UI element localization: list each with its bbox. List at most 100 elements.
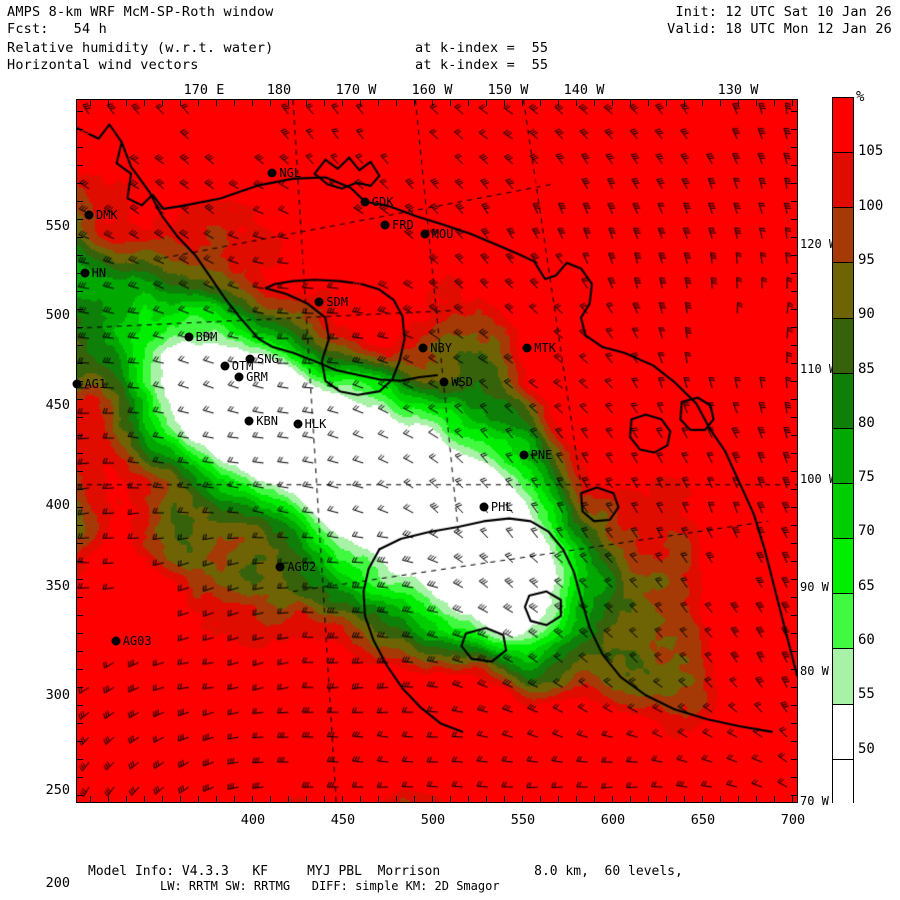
x-tick-bottom-0: 400 [240,812,266,828]
tick-mark-top [468,100,469,106]
tick-mark-right [791,525,797,526]
tick-mark-right [791,111,797,112]
station-marker-SDM[interactable] [314,297,324,307]
colorbar-band-75 [833,483,853,540]
tick-mark-right [791,597,797,598]
station-label-GDK: GDK [371,194,394,209]
tick-mark-right [791,651,797,652]
colorbar[interactable] [832,97,854,814]
station-marker-MTK[interactable] [522,343,532,352]
tick-mark-right [791,219,797,220]
station-marker-DMK[interactable] [84,210,94,220]
lon-tick-top-1: 180 [266,82,292,98]
tick-mark-bottom [288,796,289,802]
tick-mark-bottom [540,796,541,802]
station-marker-BDM[interactable] [184,332,194,342]
station-label-AG02: AG02 [287,560,317,575]
station-marker-HN[interactable] [80,268,90,278]
y-tick-left-6: 250 [45,782,70,798]
colorbar-band-100 [833,208,853,264]
x-tick-bottom-2: 500 [420,812,446,828]
tick-mark-right [791,687,797,688]
station-label-KBN: KBN [256,414,278,429]
colorbar-band-105 [833,153,853,209]
tick-mark-left [77,705,83,706]
station-marker-GDK[interactable] [360,197,370,207]
y-tick-left-1: 500 [45,307,70,323]
station-label-NBY: NBY [430,340,452,355]
lon-tick-top-6: 130 W [717,82,759,98]
tick-mark-left [77,345,83,346]
tick-mark-top [288,100,289,106]
station-marker-NGL[interactable] [267,168,277,178]
tick-mark-left [77,669,83,670]
tick-mark-top [252,100,253,106]
tick-mark-bottom [234,796,235,802]
station-marker-FRD[interactable] [380,220,390,230]
tick-mark-bottom [738,796,739,802]
station-marker-AG02[interactable] [275,562,285,572]
tick-mark-bottom [504,796,505,802]
station-marker-HLK[interactable] [293,419,303,429]
tick-mark-left [77,165,83,166]
tick-mark-bottom [486,796,487,802]
tick-mark-bottom [432,796,433,802]
y-tick-left-0: 550 [45,218,70,234]
station-marker-OTM[interactable] [220,361,230,371]
tick-mark-left [77,291,83,292]
station-marker-KBN[interactable] [244,416,254,426]
tick-mark-bottom [612,796,613,802]
tick-mark-bottom [666,796,667,802]
tick-mark-left [77,417,83,418]
tick-mark-left [77,759,83,760]
colorbar-band-60 [833,649,853,705]
colorbar-tick-95: 95 [858,251,875,268]
station-marker-MOU[interactable] [420,229,430,239]
station-marker-PNE[interactable] [519,450,529,460]
station-marker-AG03[interactable] [111,636,121,646]
tick-mark-top [612,100,613,106]
tick-mark-left [77,237,83,238]
tick-mark-right [791,507,797,508]
tick-mark-right [791,381,797,382]
tick-mark-top [324,100,325,106]
tick-mark-left [77,687,83,688]
colorbar-units-label: % [856,89,865,105]
tick-mark-left [77,489,83,490]
colorbar-tick-105: 105 [858,143,884,160]
tick-mark-top [90,100,91,106]
tick-mark-right [791,309,797,310]
tick-mark-bottom [702,796,703,802]
tick-mark-left [77,327,83,328]
station-label-MTK: MTK [534,340,556,355]
tick-mark-top [558,100,559,106]
station-marker-AG1[interactable] [72,379,82,389]
colorbar-tick-80: 80 [858,414,875,431]
station-marker-GRM[interactable] [234,372,244,382]
colorbar-tick-70: 70 [858,523,875,540]
tick-mark-left [77,219,83,220]
tick-mark-left [77,201,83,202]
tick-mark-left [77,633,83,634]
colorbar-band-65 [833,594,853,650]
lon-tick-top-4: 150 W [487,82,529,98]
tick-mark-right [791,147,797,148]
tick-mark-right [791,453,797,454]
colorbar-tick-65: 65 [858,577,875,594]
tick-mark-top [630,100,631,106]
station-marker-WSD[interactable] [439,377,449,387]
tick-mark-right [791,201,797,202]
tick-mark-bottom [684,796,685,802]
station-marker-PHL[interactable] [479,502,489,512]
lon-tick-top-2: 170 W [335,82,377,98]
tick-mark-bottom [126,796,127,802]
station-marker-NBY[interactable] [418,343,428,352]
tick-mark-top [648,100,649,106]
tick-mark-right [791,255,797,256]
tick-mark-bottom [162,796,163,802]
tick-mark-bottom [342,796,343,802]
station-marker-SNG[interactable] [245,354,255,364]
tick-mark-left [77,579,83,580]
vector-field-label: Horizontal wind vectors [7,57,199,73]
colorbar-band-110 [833,98,853,154]
